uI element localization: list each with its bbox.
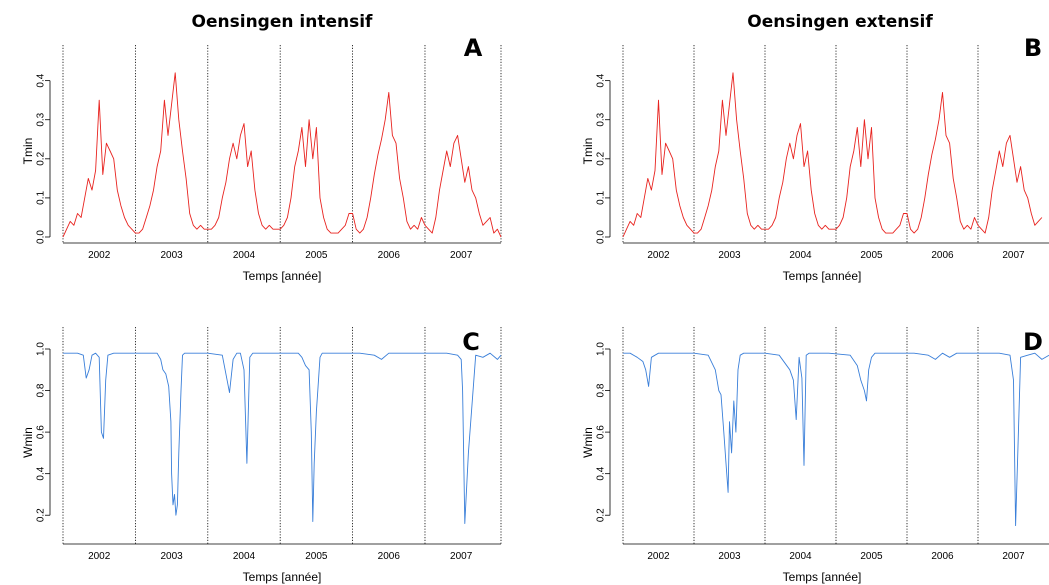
y-tick-label: 0.4	[36, 466, 47, 480]
series-line-wmin	[623, 352, 1049, 527]
x-tick-label: 2005	[860, 250, 883, 261]
panel-c: C 2002 2003 2004 2005 2006 2007 Temps [année] 0.…	[21, 327, 502, 584]
x-tick-label: 2002	[647, 551, 670, 562]
x-tick-label: 2004	[789, 551, 812, 562]
panel-d: D 2002 2003 2004 2005 2006 2007 Temps [année] 0.…	[581, 327, 1049, 584]
y-tick-label: 0.8	[596, 383, 607, 397]
panel-letter: D	[1023, 328, 1043, 356]
x-tick-label: 2006	[931, 551, 954, 562]
y-tick-label: 0.1	[596, 191, 607, 205]
series-line-wmin	[63, 352, 502, 524]
x-tick-label: 2003	[718, 551, 741, 562]
y-axis-label: Tmin	[21, 138, 35, 165]
x-tick-label: 2003	[160, 250, 183, 261]
y-tick-label: 0.6	[36, 425, 47, 439]
panel-letter: B	[1024, 34, 1042, 62]
y-tick-label: 0.4	[596, 466, 607, 480]
y-tick-label: 1.0	[36, 342, 47, 356]
y-tick-label: 0.0	[36, 230, 47, 244]
x-tick-label: 2004	[233, 551, 256, 562]
x-tick-label: 2003	[718, 250, 741, 261]
y-tick-label: 0.4	[596, 73, 607, 87]
y-tick-label: 0.8	[36, 383, 47, 397]
x-tick-label: 2007	[450, 250, 473, 261]
y-tick-label: 0.0	[596, 230, 607, 244]
y-axis-label: Wmin	[21, 427, 35, 458]
y-tick-label: 0.2	[36, 151, 47, 165]
x-tick-label: 2002	[647, 250, 670, 261]
x-axis-label: Temps [année]	[783, 570, 862, 584]
series-line-tmin	[62, 72, 502, 238]
x-tick-label: 2005	[305, 250, 328, 261]
x-tick-label: 2007	[1002, 250, 1025, 261]
x-tick-label: 2003	[160, 551, 183, 562]
y-tick-label: 0.1	[36, 191, 47, 205]
x-tick-label: 2005	[860, 551, 883, 562]
x-tick-label: 2005	[305, 551, 328, 562]
x-tick-label: 2007	[450, 551, 473, 562]
x-tick-label: 2006	[931, 250, 954, 261]
y-tick-label: 0.2	[596, 508, 607, 522]
y-axis-label: Wmin	[581, 427, 595, 458]
x-tick-label: 2007	[1002, 551, 1025, 562]
y-axis-label: Tmin	[581, 138, 595, 165]
x-tick-label: 2004	[233, 250, 256, 261]
x-tick-label: 2002	[88, 250, 111, 261]
x-axis-label: Temps [année]	[243, 570, 322, 584]
panel-letter: C	[462, 328, 480, 356]
y-tick-label: 0.3	[596, 112, 607, 126]
x-tick-label: 2004	[789, 250, 812, 261]
panel-a: Oensingen intensif A 2002 2003 2004 2005 2006 2…	[21, 12, 502, 283]
x-tick-label: 2006	[378, 250, 401, 261]
series-line-tmin	[622, 72, 1043, 238]
x-axis-label: Temps [année]	[243, 269, 322, 283]
y-tick-label: 0.3	[36, 112, 47, 126]
y-tick-label: 0.2	[596, 151, 607, 165]
y-tick-label: 0.2	[36, 508, 47, 522]
panel-title: Oensingen intensif	[192, 12, 373, 32]
x-tick-label: 2006	[378, 551, 401, 562]
panel-title: Oensingen extensif	[747, 12, 933, 32]
y-tick-label: 0.4	[36, 73, 47, 87]
x-tick-label: 2002	[88, 551, 111, 562]
y-tick-label: 1.0	[596, 342, 607, 356]
panel-b: Oensingen extensif B 2002 2003 2004 2005 2006 2…	[581, 12, 1049, 283]
panel-letter: A	[464, 34, 483, 62]
y-tick-label: 0.6	[596, 425, 607, 439]
x-axis-label: Temps [année]	[783, 269, 862, 283]
